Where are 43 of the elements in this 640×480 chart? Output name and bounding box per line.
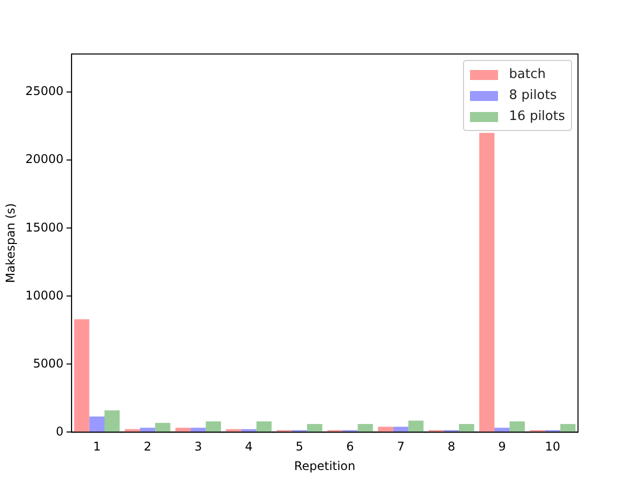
legend-label: 8 pilots xyxy=(509,88,557,103)
x-tick-label: 2 xyxy=(144,440,152,454)
bar xyxy=(494,428,510,432)
bar xyxy=(206,421,221,432)
bar xyxy=(560,424,576,432)
x-tick-label: 4 xyxy=(245,440,253,454)
bar xyxy=(358,424,373,432)
bar xyxy=(226,429,242,432)
y-tick-label: 5000 xyxy=(33,356,64,370)
y-tick-label: 0 xyxy=(56,424,64,438)
bar xyxy=(175,428,191,432)
bar xyxy=(241,429,256,432)
x-tick-label: 10 xyxy=(545,440,560,454)
x-tick-label: 1 xyxy=(93,440,101,454)
bar xyxy=(408,420,424,432)
bar xyxy=(74,319,90,432)
x-tick-label: 7 xyxy=(396,440,405,454)
x-tick-label: 5 xyxy=(296,440,304,454)
y-tick-label: 25000 xyxy=(25,84,64,98)
legend-label: 16 pilots xyxy=(509,109,565,124)
x-tick-label: 9 xyxy=(498,440,506,454)
bar xyxy=(458,424,474,432)
y-tick-label: 15000 xyxy=(25,220,64,234)
bar xyxy=(510,421,525,432)
bar xyxy=(378,426,394,432)
bar xyxy=(124,429,140,432)
bar xyxy=(190,428,206,432)
bar xyxy=(155,422,170,432)
y-tick-label: 20000 xyxy=(25,152,64,166)
x-axis-title: Repetition xyxy=(294,458,356,473)
bar xyxy=(140,428,156,432)
x-tick-label: 8 xyxy=(448,440,456,454)
legend-label: batch xyxy=(509,67,546,82)
x-tick-label: 6 xyxy=(346,440,354,454)
bar xyxy=(256,421,272,432)
bar xyxy=(393,426,408,432)
bar xyxy=(104,410,120,432)
x-tick-label: 3 xyxy=(194,440,202,454)
y-axis-title: Makespan (s) xyxy=(3,203,18,284)
bar xyxy=(479,132,494,432)
bar xyxy=(89,416,104,432)
bar xyxy=(307,424,322,432)
y-tick-label: 10000 xyxy=(25,288,64,302)
